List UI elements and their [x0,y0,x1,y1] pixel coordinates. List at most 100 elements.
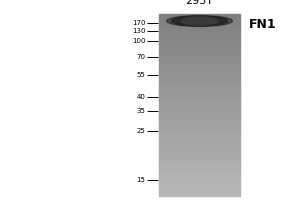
Bar [159,48,240,49]
Bar [159,37,240,38]
Bar [159,100,240,101]
Text: 15: 15 [136,177,146,183]
Bar [159,91,240,92]
Bar [159,142,240,143]
Bar [159,92,240,93]
Bar [159,190,240,191]
Bar [159,184,240,185]
Bar [159,139,240,140]
Bar [159,24,240,25]
Bar [159,179,240,180]
Bar [159,117,240,118]
Bar [159,71,240,72]
Bar [159,109,240,110]
Bar [159,85,240,86]
Text: 70: 70 [136,54,146,60]
Bar [159,69,240,70]
Bar [159,113,240,114]
Bar [159,103,240,104]
Bar [159,185,240,186]
Bar [159,65,240,66]
Bar [159,56,240,57]
Bar [159,75,240,76]
Bar [159,123,240,124]
Bar [159,80,240,81]
Bar [159,114,240,115]
Bar [159,151,240,152]
Bar [159,122,240,123]
Bar [159,176,240,177]
Bar [159,161,240,162]
Bar [159,167,240,168]
Bar [159,107,240,108]
Bar [159,132,240,133]
Bar [159,57,240,58]
Bar [159,54,240,55]
Bar [159,47,240,48]
Text: 40: 40 [136,94,146,100]
Bar [159,115,240,116]
Bar [159,38,240,39]
Ellipse shape [167,16,232,26]
Bar [159,152,240,153]
Bar [159,191,240,192]
Bar [159,137,240,138]
Bar [159,130,240,131]
Bar [159,72,240,73]
Text: 100: 100 [132,38,146,44]
Bar [159,155,240,156]
Bar [159,140,240,141]
Bar [159,108,240,109]
Bar [159,77,240,78]
Bar [159,188,240,189]
Bar [159,149,240,150]
Bar [159,53,240,54]
Bar [159,32,240,33]
Text: 55: 55 [137,72,146,78]
Bar [159,68,240,69]
Bar [159,159,240,160]
Bar [159,102,240,103]
Bar [159,118,240,119]
Bar [159,119,240,120]
Bar [159,186,240,187]
Bar [159,178,240,179]
Bar [159,89,240,90]
Bar [159,93,240,94]
Bar [159,15,240,16]
Bar [159,36,240,37]
Bar [159,79,240,80]
Bar [159,78,240,79]
Bar [159,171,240,172]
Bar [159,25,240,26]
Bar [159,173,240,174]
Bar [159,127,240,128]
Bar [159,124,240,125]
Bar [159,126,240,127]
Bar [159,30,240,31]
Bar [159,106,240,107]
Bar [159,136,240,137]
Bar [159,160,240,161]
Bar [159,133,240,134]
Bar [159,17,240,18]
Bar [159,20,240,21]
Bar [159,183,240,184]
Bar [159,27,240,28]
Bar [159,42,240,43]
Bar [159,41,240,42]
Ellipse shape [172,16,228,26]
Bar [159,88,240,89]
Bar [159,169,240,170]
Bar [159,144,240,145]
Bar [159,82,240,83]
Bar [159,51,240,52]
Bar [159,189,240,190]
Bar [159,164,240,165]
Bar [159,104,240,105]
Bar [159,121,240,122]
Bar [159,74,240,75]
Bar [159,165,240,166]
Bar [159,14,240,15]
Bar [159,45,240,46]
